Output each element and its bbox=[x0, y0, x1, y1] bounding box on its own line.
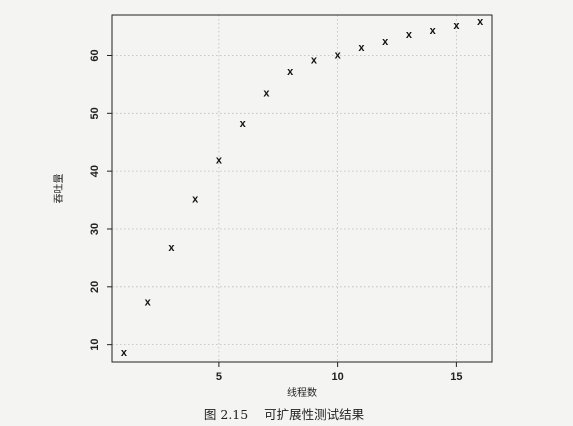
plot-frame bbox=[111, 14, 493, 363]
y-tick-label: 50 bbox=[89, 107, 101, 119]
data-point: x bbox=[430, 25, 437, 37]
data-points: x x x x x x x x x x x x x x x x bbox=[121, 16, 484, 359]
y-tick-label: 20 bbox=[89, 281, 101, 293]
data-point: x bbox=[287, 66, 294, 78]
data-point: x bbox=[168, 242, 175, 254]
data-point: x bbox=[453, 20, 460, 32]
data-point: x bbox=[335, 49, 342, 61]
x-tick-label: 10 bbox=[332, 371, 344, 383]
y-tick-label: 30 bbox=[89, 223, 101, 235]
grid-lines bbox=[112, 15, 492, 362]
data-point: x bbox=[382, 36, 389, 48]
x-axis-label: 线程数 bbox=[287, 386, 317, 399]
data-point: x bbox=[216, 155, 223, 167]
data-point: x bbox=[311, 55, 318, 67]
data-point: x bbox=[240, 118, 247, 130]
data-point: x bbox=[145, 296, 152, 308]
data-point: x bbox=[406, 29, 413, 41]
data-point: x bbox=[358, 42, 365, 54]
data-point: x bbox=[192, 193, 199, 205]
y-tick-label: 60 bbox=[89, 49, 101, 61]
data-point: x bbox=[263, 87, 270, 99]
data-point: x bbox=[477, 16, 484, 28]
x-tick-label: 5 bbox=[216, 371, 222, 383]
y-tick-label: 40 bbox=[89, 165, 101, 177]
y-tick-label: 10 bbox=[89, 339, 101, 351]
y-axis-label: 吞吐量 bbox=[53, 174, 65, 204]
figure-caption: 图 2.15 可扩展性测试结果 bbox=[204, 407, 365, 422]
x-axis: 5 10 15 bbox=[216, 362, 463, 383]
y-axis: 10 20 30 40 50 60 bbox=[89, 49, 112, 351]
data-point: x bbox=[121, 347, 128, 359]
x-tick-label: 15 bbox=[450, 371, 462, 383]
